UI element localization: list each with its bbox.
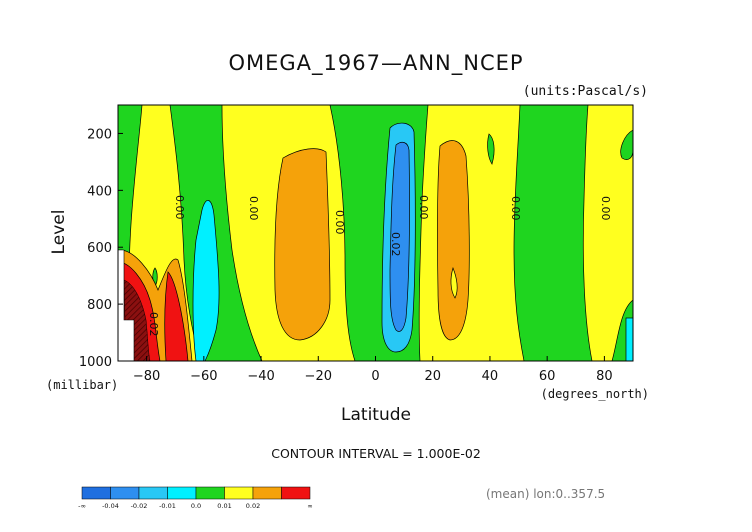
contour-label: 0.00 xyxy=(509,196,522,221)
legend-label: -0.02 xyxy=(131,502,148,510)
x-axis-ticks: −80 −60 −40 −20 0 20 40 60 80 xyxy=(133,356,613,384)
x-tick-label: 20 xyxy=(424,369,441,384)
contour-fill-orange xyxy=(274,148,331,341)
contour-fill-green xyxy=(487,133,495,165)
legend-label: ∞ xyxy=(307,502,312,510)
units-label: (units:Pascal/s) xyxy=(523,84,648,99)
legend-swatch xyxy=(195,486,225,500)
contour-labels: 0.00 0.00 0.00 0.02 0.00 0.00 0.00 0.02 xyxy=(147,195,612,337)
contour-label: 0.00 xyxy=(599,196,612,221)
contour-label: 0.00 xyxy=(173,195,186,220)
contour-fill-orange xyxy=(437,140,470,341)
mean-note: (mean) lon:0..357.5 xyxy=(486,487,605,501)
legend-label: -0.01 xyxy=(159,502,176,510)
legend-swatch xyxy=(167,486,197,500)
legend-label: 0.02 xyxy=(246,502,260,510)
contour-fill-yellow xyxy=(450,266,458,299)
missing-data-region xyxy=(118,249,135,361)
x-axis-units: (degrees_north) xyxy=(541,387,649,401)
legend-swatch xyxy=(110,486,140,500)
x-tick-label: −80 xyxy=(133,369,160,384)
contour-fill-yellow xyxy=(582,105,633,361)
contour-fill-cyan xyxy=(192,200,220,361)
contour-label: 0.02 xyxy=(389,232,402,257)
contour-interval: CONTOUR INTERVAL = 1.000E-02 xyxy=(271,446,481,461)
contour-fill-blue xyxy=(389,141,410,332)
legend-swatch xyxy=(138,486,168,500)
legend-label: 0.0 xyxy=(191,502,201,510)
x-tick-label: 0 xyxy=(371,369,379,384)
contour-fill-green xyxy=(620,129,633,160)
chart-title: OMEGA_1967—ANN_NCEP xyxy=(228,51,523,76)
legend-label: -∞ xyxy=(78,502,86,510)
y-axis-units: (millibar) xyxy=(46,378,118,392)
x-tick-label: −60 xyxy=(190,369,217,384)
y-tick-label: 800 xyxy=(87,298,112,313)
y-tick-label: 1000 xyxy=(79,355,112,370)
y-axis-ticks: 200 400 600 800 1000 xyxy=(79,127,123,370)
contour-label: 0.00 xyxy=(247,196,260,221)
contour-label: 0.00 xyxy=(333,210,346,235)
contour-fill-cyan xyxy=(625,317,633,361)
y-tick-label: 200 xyxy=(87,127,112,142)
legend-label: -0.04 xyxy=(102,502,119,510)
x-tick-label: 80 xyxy=(596,369,613,384)
legend-label: 0.01 xyxy=(217,502,231,510)
y-tick-label: 600 xyxy=(87,241,112,256)
x-tick-label: −20 xyxy=(305,369,332,384)
contour-fill-red xyxy=(164,271,189,361)
legend-swatch xyxy=(81,486,111,500)
x-tick-label: −40 xyxy=(247,369,274,384)
plot-area xyxy=(118,105,633,361)
contour-fill-yellow xyxy=(418,105,525,361)
legend-swatch xyxy=(252,486,282,500)
color-legend: -∞ -0.04 -0.02 -0.01 0.0 0.01 0.02 ∞ xyxy=(78,486,313,510)
x-tick-label: 40 xyxy=(482,369,499,384)
y-axis-label: Level xyxy=(49,210,69,255)
y-tick-label: 400 xyxy=(87,184,112,199)
x-axis-label: Latitude xyxy=(341,405,411,425)
contour-label: 0.02 xyxy=(147,312,160,337)
legend-swatch xyxy=(281,486,311,500)
x-tick-label: 60 xyxy=(539,369,556,384)
contour-label: 0.00 xyxy=(417,195,430,220)
legend-swatch xyxy=(224,486,254,500)
